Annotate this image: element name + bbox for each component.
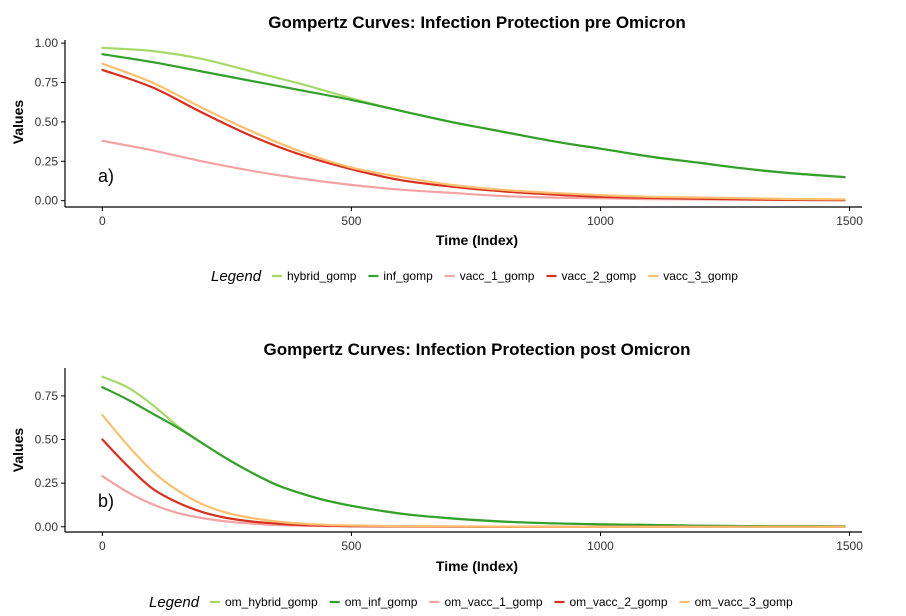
chart-title: Gompertz Curves: Infection Protection pr… [268, 13, 686, 32]
x-tick-label: 1500 [836, 214, 863, 228]
x-tick-label: 0 [99, 214, 106, 228]
legend-label-om_vacc_2_gomp: om_vacc_2_gomp [570, 595, 668, 609]
series-line-inf_gomp [101, 53, 846, 179]
legend-title: Legend [149, 594, 200, 611]
series-line-om_vacc_3_gomp [101, 414, 846, 528]
series-line-vacc_3_gomp [101, 62, 846, 201]
legend-label-om_hybrid_gomp: om_hybrid_gomp [225, 595, 318, 609]
series-line-om_vacc_2_gomp [101, 438, 846, 528]
panel-label: a) [98, 166, 114, 186]
y-tick-label: 0.50 [35, 115, 59, 129]
y-axis-label: Values [10, 100, 26, 145]
panel-label: b) [98, 491, 114, 511]
legend-items: hybrid_gomp inf_gomp vacc_1_gomp vacc_2_gom… [272, 269, 738, 283]
y-tick-label: 0.00 [35, 520, 59, 534]
chart-title: Gompertz Curves: Infection Protection po… [264, 340, 691, 359]
x-tick-label: 500 [341, 214, 361, 228]
legend-label-inf_gomp: inf_gomp [383, 269, 433, 283]
x-tick-label: 1000 [587, 539, 614, 553]
y-tick-label: 0.75 [35, 76, 59, 90]
legend-label-om_vacc_1_gomp: om_vacc_1_gomp [444, 595, 542, 609]
legend-label-om_vacc_3_gomp: om_vacc_3_gomp [695, 595, 793, 609]
series-lines [101, 375, 846, 528]
legend-title: Legend [211, 268, 262, 285]
legend-label-om_inf_gomp: om_inf_gomp [345, 595, 418, 609]
x-axis-label: Time (Index) [436, 558, 518, 574]
tick-group: 0 500 1000 1500 0.00 0.25 0.50 0.75 1.00 [35, 36, 864, 228]
x-tick-label: 1000 [587, 214, 614, 228]
legend: Legend hybrid_gomp inf_gomp vacc_1_gomp vac… [211, 268, 738, 285]
y-tick-label: 0.25 [35, 154, 59, 168]
tick-group: 0 500 1000 1500 0.00 0.25 0.50 0.75 [35, 389, 864, 553]
chart-panel-post-omicron: Gompertz Curves: Infection Protection po… [10, 340, 863, 611]
y-tick-label: 0.00 [35, 194, 59, 208]
y-tick-label: 0.75 [35, 389, 59, 403]
y-axis-label: Values [10, 428, 26, 473]
chart-panel-pre-omicron: Gompertz Curves: Infection Protection pr… [10, 13, 863, 285]
legend-label-hybrid_gomp: hybrid_gomp [287, 269, 357, 283]
x-tick-label: 500 [341, 539, 361, 553]
legend-label-vacc_2_gomp: vacc_2_gomp [561, 269, 636, 283]
legend-items: om_hybrid_gomp om_inf_gomp om_vacc_1_gomp o… [210, 595, 793, 609]
series-line-vacc_1_gomp [101, 139, 846, 202]
x-tick-label: 1500 [836, 539, 863, 553]
legend-label-vacc_1_gomp: vacc_1_gomp [460, 269, 535, 283]
series-lines [101, 46, 846, 202]
y-tick-label: 0.25 [35, 476, 59, 490]
legend: Legend om_hybrid_gomp om_inf_gomp om_vacc_… [149, 594, 793, 611]
series-line-vacc_2_gomp [101, 68, 846, 202]
series-line-om_inf_gomp [101, 386, 846, 528]
y-tick-label: 0.50 [35, 433, 59, 447]
y-tick-label: 1.00 [35, 36, 59, 50]
legend-label-vacc_3_gomp: vacc_3_gomp [663, 269, 738, 283]
x-axis-label: Time (Index) [436, 232, 518, 248]
x-tick-label: 0 [99, 539, 106, 553]
